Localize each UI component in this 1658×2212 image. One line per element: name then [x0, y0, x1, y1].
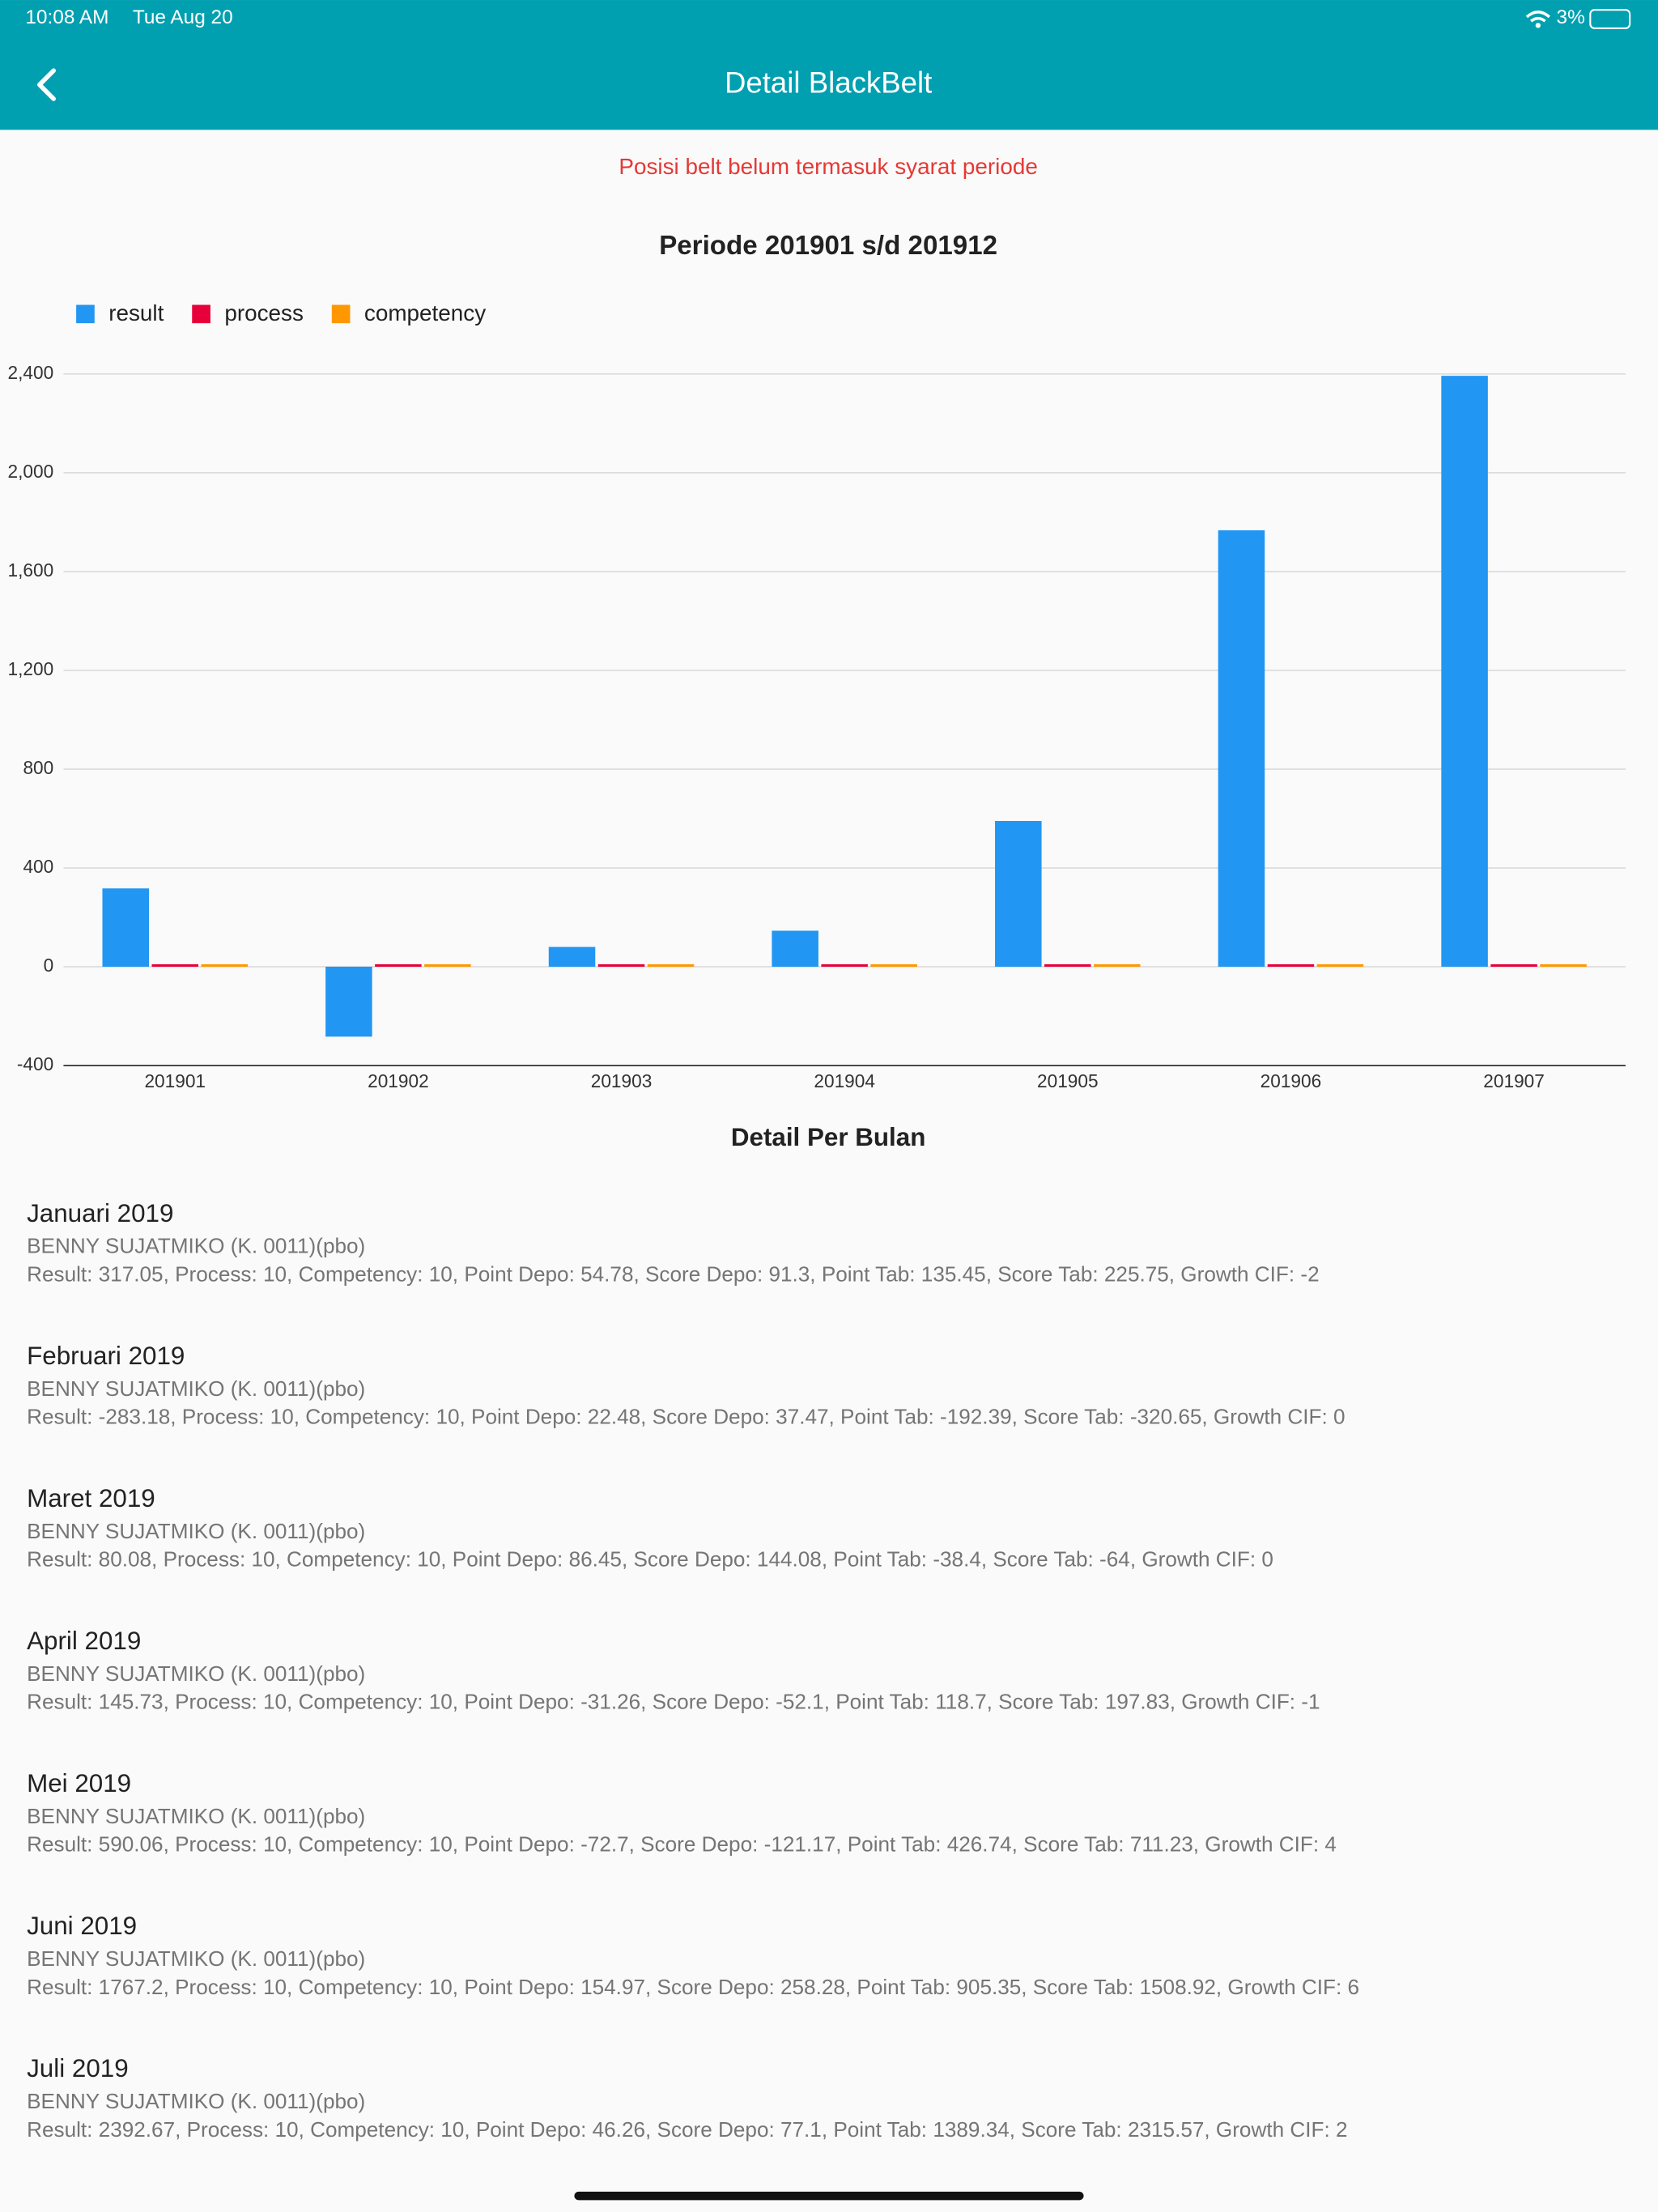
month-detail: Result: 2392.67, Process: 10, Competency…	[27, 2117, 1347, 2142]
wifi-icon	[1525, 11, 1550, 23]
month-detail: Result: 317.05, Process: 10, Competency:…	[27, 1262, 1320, 1287]
x-tick-label: 201907	[1483, 1070, 1545, 1091]
legend-swatch	[331, 304, 351, 324]
status-time: 10:08 AM	[25, 6, 108, 28]
bar	[102, 888, 150, 967]
legend-label: process	[224, 300, 304, 325]
bar	[821, 963, 868, 967]
member-name: BENNY SUJATMIKO (K. 0011)(pbo)	[27, 1946, 365, 1971]
x-tick-label: 201903	[591, 1070, 653, 1091]
bar	[1267, 963, 1315, 967]
bar	[548, 946, 596, 967]
month-title: Maret 2019	[27, 1484, 155, 1512]
page-title: Detail BlackBelt	[725, 66, 932, 99]
back-button[interactable]	[37, 68, 57, 101]
y-tick-label: 2,400	[8, 362, 54, 383]
member-name: BENNY SUJATMIKO (K. 0011)(pbo)	[27, 1234, 365, 1258]
bar	[772, 930, 818, 967]
member-name: BENNY SUJATMIKO (K. 0011)(pbo)	[27, 2089, 365, 2113]
member-name: BENNY SUJATMIKO (K. 0011)(pbo)	[27, 1804, 365, 1828]
bar	[597, 963, 645, 967]
month-detail: Result: 80.08, Process: 10, Competency: …	[27, 1547, 1273, 1572]
bar	[995, 820, 1042, 967]
x-tick-label: 201901	[144, 1070, 206, 1091]
x-tick-label: 201905	[1037, 1070, 1099, 1091]
member-name: BENNY SUJATMIKO (K. 0011)(pbo)	[27, 1519, 365, 1543]
bar	[1490, 963, 1537, 967]
legend-label: result	[108, 300, 164, 325]
bar	[870, 963, 917, 967]
bar	[201, 963, 249, 967]
bar	[375, 963, 422, 967]
x-tick-label: 201902	[368, 1070, 429, 1091]
home-indicator	[574, 2191, 1084, 2201]
month-detail: Result: 1767.2, Process: 10, Competency:…	[27, 1975, 1359, 1999]
bar	[1441, 376, 1488, 967]
y-tick-label: 800	[23, 757, 53, 778]
bar	[1316, 963, 1364, 967]
detail-title: Detail Per Bulan	[731, 1123, 926, 1151]
y-tick-label: 0	[44, 955, 54, 976]
y-tick-label: 1,600	[8, 559, 54, 581]
warning: Posisi belt belum termasuk syarat period…	[619, 154, 1037, 179]
wifi-dot	[1535, 23, 1541, 28]
bar	[325, 966, 372, 1037]
month-detail: Result: -283.18, Process: 10, Competency…	[27, 1405, 1345, 1429]
status-date: Tue Aug 20	[133, 6, 233, 28]
legend-label: competency	[364, 300, 486, 325]
y-tick-label: 400	[23, 856, 53, 877]
x-tick-label: 201906	[1261, 1070, 1322, 1091]
bar	[647, 963, 695, 967]
month-title: Mei 2019	[27, 1769, 131, 1797]
month-detail: Result: 590.06, Process: 10, Competency:…	[27, 1832, 1337, 1857]
status-battery: 3%	[1557, 6, 1585, 28]
y-tick-label: 2,000	[8, 461, 54, 482]
month-title: Juni 2019	[27, 1912, 137, 1940]
month-title: Januari 2019	[27, 1199, 173, 1227]
y-tick-label: 1,200	[8, 658, 54, 679]
bar	[1094, 963, 1141, 967]
y-tick-label: -400	[17, 1053, 53, 1074]
legend-swatch	[76, 304, 95, 324]
legend-swatch	[192, 304, 210, 324]
month-title: Februari 2019	[27, 1342, 185, 1370]
x-tick-label: 201904	[814, 1070, 875, 1091]
app-bar	[0, 0, 1658, 130]
bar	[1044, 963, 1091, 967]
bar	[151, 963, 199, 967]
month-title: Juli 2019	[27, 2054, 129, 2082]
bar	[1540, 963, 1587, 967]
month-detail: Result: 145.73, Process: 10, Competency:…	[27, 1690, 1320, 1714]
member-name: BENNY SUJATMIKO (K. 0011)(pbo)	[27, 1661, 365, 1686]
bar	[1218, 530, 1265, 967]
month-title: April 2019	[27, 1627, 141, 1655]
chart-title: Periode 201901 s/d 201912	[659, 231, 997, 261]
member-name: BENNY SUJATMIKO (K. 0011)(pbo)	[27, 1376, 365, 1401]
bar	[424, 963, 471, 967]
battery-icon	[1589, 9, 1631, 29]
